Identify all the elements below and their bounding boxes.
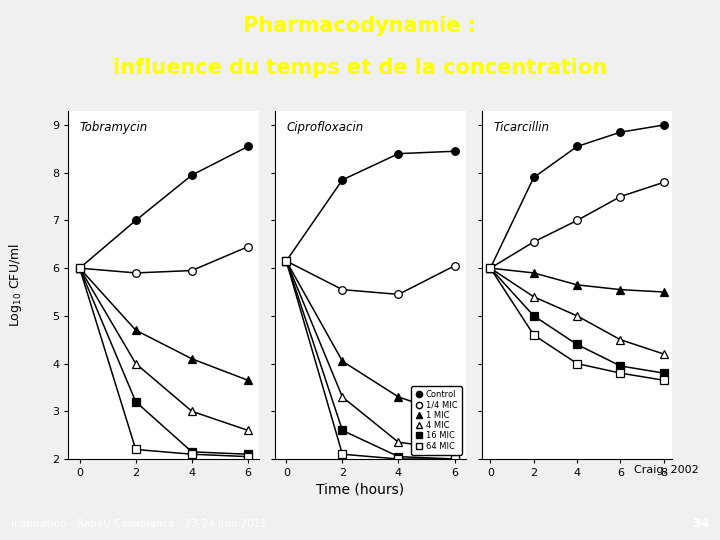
Legend: Control, 1/4 MIC, 1 MIC, 4 MIC, 16 MIC, 64 MIC: Control, 1/4 MIC, 1 MIC, 4 MIC, 16 MIC, … (411, 386, 462, 455)
Text: Tobramycin: Tobramycin (80, 121, 148, 134)
Text: Craig, 2002: Craig, 2002 (634, 465, 698, 475)
Text: Pharmacodynamie :: Pharmacodynamie : (243, 16, 477, 37)
Text: Ciprofloxacin: Ciprofloxacin (287, 121, 364, 134)
Text: Inspiration - Rabat/ Casablanca - 23-24 Juin 2011: Inspiration - Rabat/ Casablanca - 23-24 … (11, 519, 267, 529)
Text: Time (hours): Time (hours) (316, 483, 404, 497)
Text: influence du temps et de la concentration: influence du temps et de la concentratio… (113, 58, 607, 78)
Text: Log$_{10}$ CFU/ml: Log$_{10}$ CFU/ml (7, 243, 24, 327)
Text: 34: 34 (692, 517, 709, 530)
Text: Ticarcillin: Ticarcillin (493, 121, 549, 134)
